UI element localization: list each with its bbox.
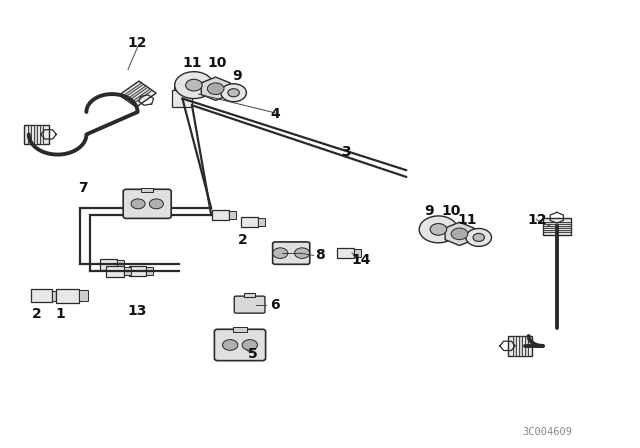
Circle shape: [221, 84, 246, 102]
Bar: [24, 125, 49, 144]
Bar: [106, 266, 124, 276]
Text: 11: 11: [182, 56, 202, 70]
Bar: [34, 125, 37, 144]
Text: 10: 10: [208, 56, 227, 70]
Bar: [543, 226, 571, 228]
Bar: [52, 291, 60, 301]
Text: 6: 6: [270, 297, 280, 312]
Bar: [122, 83, 143, 98]
Text: 9: 9: [424, 203, 434, 218]
Text: 9: 9: [232, 69, 242, 83]
Text: 3: 3: [340, 145, 351, 159]
FancyBboxPatch shape: [234, 296, 265, 313]
Bar: [126, 86, 148, 101]
Polygon shape: [445, 222, 474, 246]
Bar: [355, 249, 361, 257]
Text: 11: 11: [458, 212, 477, 227]
Bar: [241, 216, 259, 227]
Circle shape: [430, 224, 447, 235]
Bar: [234, 327, 247, 332]
Bar: [543, 222, 571, 224]
Circle shape: [419, 216, 458, 243]
Text: 10: 10: [442, 203, 461, 218]
Bar: [124, 267, 131, 276]
Circle shape: [186, 79, 202, 91]
Circle shape: [242, 340, 257, 350]
Text: 8: 8: [315, 248, 325, 263]
Bar: [175, 84, 190, 90]
Bar: [337, 248, 355, 258]
Bar: [543, 230, 571, 232]
Text: 13: 13: [128, 304, 147, 319]
FancyBboxPatch shape: [273, 242, 310, 264]
Circle shape: [294, 248, 310, 258]
Circle shape: [228, 89, 239, 97]
Bar: [141, 188, 154, 192]
Text: 12: 12: [528, 212, 547, 227]
Bar: [230, 211, 236, 219]
Bar: [172, 90, 193, 107]
Bar: [130, 89, 152, 104]
Circle shape: [207, 83, 224, 95]
Bar: [244, 293, 255, 297]
FancyBboxPatch shape: [214, 329, 266, 361]
Polygon shape: [201, 77, 230, 100]
Bar: [543, 218, 571, 235]
Circle shape: [473, 233, 484, 241]
Bar: [513, 336, 516, 356]
Circle shape: [175, 72, 213, 99]
Text: 2: 2: [31, 306, 42, 321]
Bar: [525, 336, 528, 356]
Bar: [100, 259, 118, 270]
Circle shape: [149, 199, 163, 209]
Bar: [129, 266, 146, 276]
Bar: [31, 289, 52, 302]
Bar: [259, 218, 265, 226]
Circle shape: [223, 340, 238, 350]
Circle shape: [451, 228, 468, 240]
Bar: [147, 267, 153, 275]
Circle shape: [273, 248, 288, 258]
FancyBboxPatch shape: [123, 189, 172, 218]
Bar: [28, 125, 31, 144]
Bar: [508, 336, 532, 356]
Text: 7: 7: [78, 181, 88, 195]
Circle shape: [131, 199, 145, 209]
Text: 4: 4: [270, 107, 280, 121]
Circle shape: [466, 228, 492, 246]
Bar: [79, 290, 88, 301]
Bar: [212, 210, 230, 220]
Text: 3C004609: 3C004609: [522, 427, 572, 437]
Text: 1: 1: [56, 306, 66, 321]
Bar: [56, 289, 79, 303]
Text: 14: 14: [352, 253, 371, 267]
Bar: [40, 125, 43, 144]
Text: 12: 12: [128, 35, 147, 50]
Bar: [519, 336, 522, 356]
Text: 2: 2: [238, 233, 248, 247]
Text: 5: 5: [248, 347, 258, 361]
Bar: [119, 81, 156, 107]
Bar: [118, 260, 124, 268]
